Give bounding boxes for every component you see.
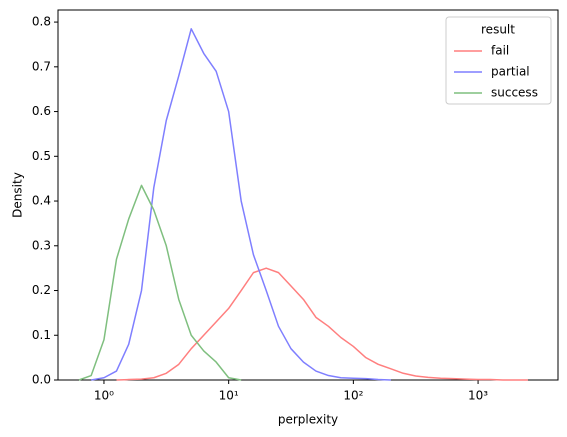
y-tick-label: 0.6 <box>32 104 51 118</box>
y-tick-label: 0.0 <box>32 373 51 387</box>
x-axis-label: perplexity <box>278 413 338 427</box>
legend-box <box>445 16 552 105</box>
x-tick-label: 10⁰ <box>94 389 114 403</box>
density-line <box>78 184 242 381</box>
legend-label: success <box>491 86 538 100</box>
x-tick-label: 10³ <box>468 389 488 403</box>
y-axis-label: Density <box>11 172 25 218</box>
legend-label: fail <box>491 44 509 58</box>
x-tick-label: 10² <box>343 389 363 403</box>
y-tick-label: 0.2 <box>32 283 51 297</box>
y-tick-label: 0.3 <box>32 238 51 252</box>
y-tick-label: 0.5 <box>32 149 51 163</box>
legend-label: partial <box>491 65 530 79</box>
y-tick-label: 0.4 <box>32 194 51 208</box>
y-tick-label: 0.8 <box>32 15 51 29</box>
plot-frame <box>57 9 559 381</box>
y-tick-label: 0.1 <box>32 328 51 342</box>
y-tick-label: 0.7 <box>32 59 51 73</box>
legend-title: result <box>481 23 515 37</box>
density-line <box>116 267 528 381</box>
density-line <box>91 28 391 381</box>
x-tick-label: 10¹ <box>219 389 239 403</box>
